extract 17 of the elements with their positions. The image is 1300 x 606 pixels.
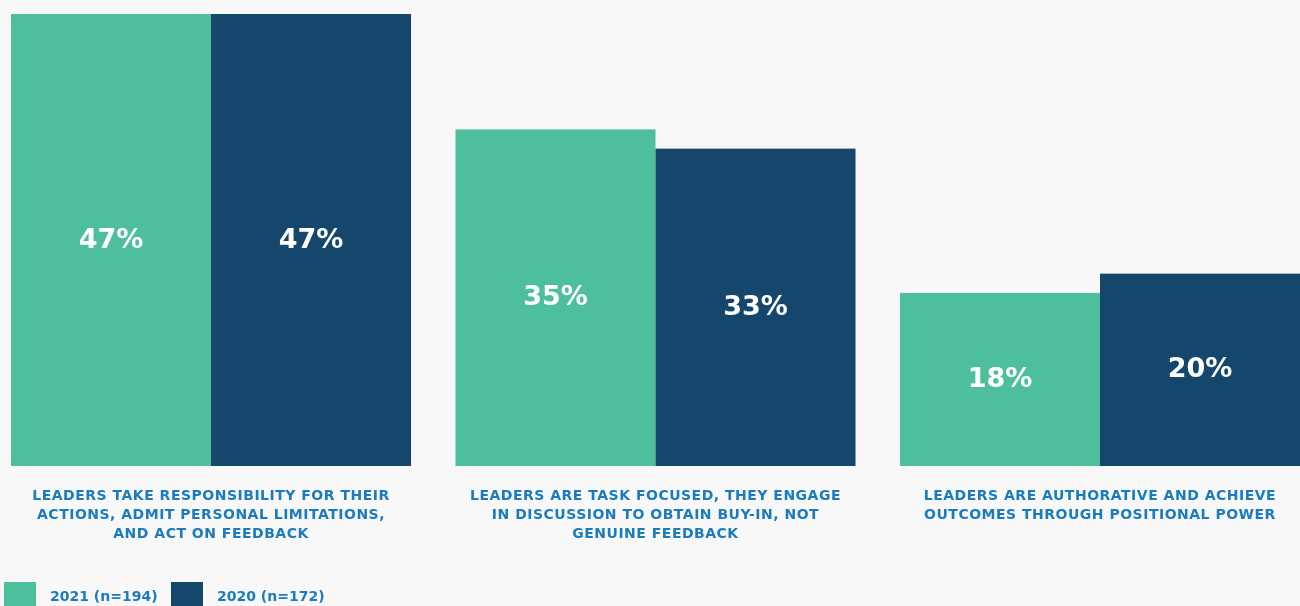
x-tick-label: LEADERS TAKE RESPONSIBILITY FOR THEIR ACTIONS, ADMIT PERSONAL LIMITATIONS, AND ACT ON FEEDBACK [32, 487, 390, 541]
bar [899, 292, 1100, 466]
data-label: 18% [967, 361, 1033, 393]
x-tick-label: LEADERS ARE TASK FOCUSED, THEY ENGAGE IN DISCUSSION TO OBTAIN BUY-IN, NOT GENUINE FEEDBACK [470, 487, 841, 541]
data-label: 47% [78, 222, 144, 254]
data-label: 47% [278, 222, 344, 254]
bar [455, 129, 656, 466]
bar [1099, 273, 1300, 466]
legend-label: 2020 (n=172) [217, 588, 325, 604]
legend-label: 2021 (n=194) [50, 588, 158, 604]
data-label: 20% [1167, 352, 1233, 384]
bar [211, 14, 412, 466]
bar [655, 148, 856, 466]
x-tick-label: LEADERS ARE AUTHORATIVE AND ACHIEVE OUTCOMES THROUGH POSITIONAL POWER [923, 487, 1277, 522]
bar [11, 14, 212, 466]
data-label: 33% [723, 289, 788, 321]
data-label: 35% [523, 280, 588, 312]
